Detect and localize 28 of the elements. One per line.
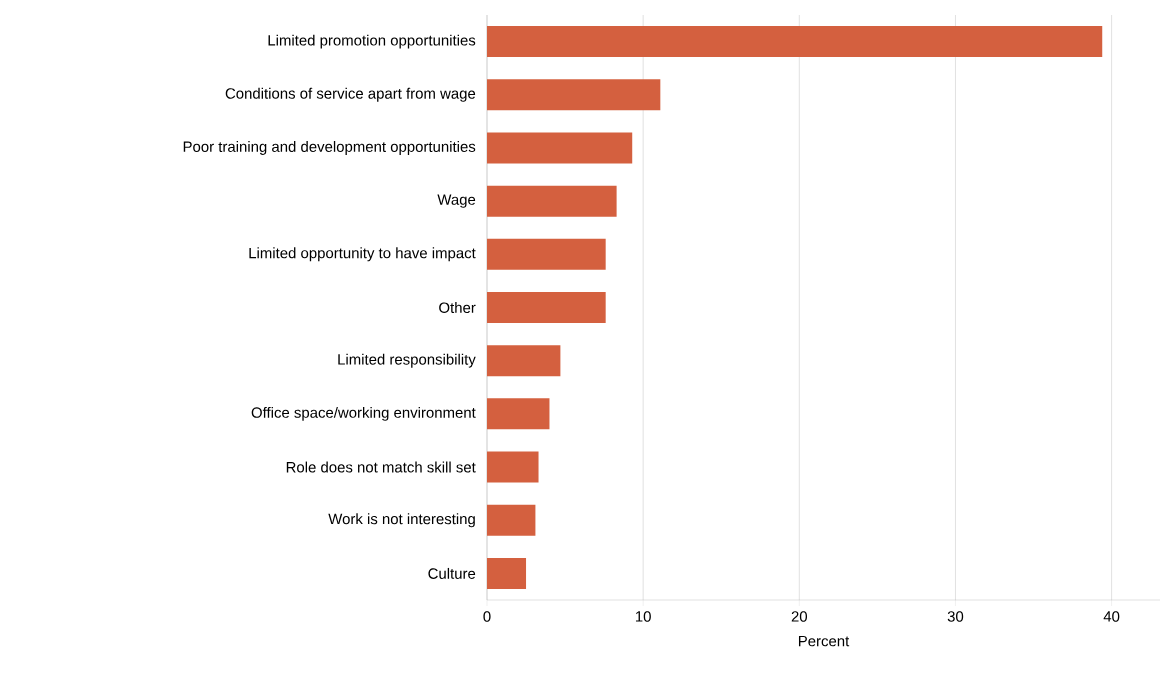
bar xyxy=(487,345,561,377)
y-tick-label: Work is not interesting xyxy=(328,513,475,528)
x-tick-label: 30 xyxy=(947,611,964,622)
bar xyxy=(487,132,633,164)
y-tick-label: Limited opportunity to have impact xyxy=(249,247,476,262)
x-tick-label: 20 xyxy=(791,611,808,622)
bar xyxy=(487,26,1103,58)
y-tick-label: Office space/working environment xyxy=(251,406,476,421)
y-tick-label: Poor training and development opportunities xyxy=(183,140,476,155)
bar xyxy=(487,238,606,270)
y-tick-label: Culture xyxy=(428,567,476,579)
bar xyxy=(487,557,527,589)
y-tick-label: Wage xyxy=(437,194,476,208)
bar xyxy=(487,185,617,217)
x-tick-label: 40 xyxy=(1103,611,1120,622)
y-tick-label: Role does not match skill set xyxy=(286,461,476,473)
bar xyxy=(487,79,661,111)
bar xyxy=(487,504,536,536)
bar xyxy=(487,451,539,483)
bar xyxy=(487,398,550,430)
y-tick-label: Conditions of service apart from wage xyxy=(225,87,476,102)
x-tick-label: 0 xyxy=(483,611,491,622)
bar xyxy=(487,292,606,323)
y-tick-label: Other xyxy=(439,302,476,313)
x-tick-label: 10 xyxy=(635,611,651,622)
y-tick-label: Limited responsibility xyxy=(338,353,476,368)
y-tick-label: Limited promotion opportunities xyxy=(268,34,476,49)
x-axis-title: Percent xyxy=(798,635,850,647)
